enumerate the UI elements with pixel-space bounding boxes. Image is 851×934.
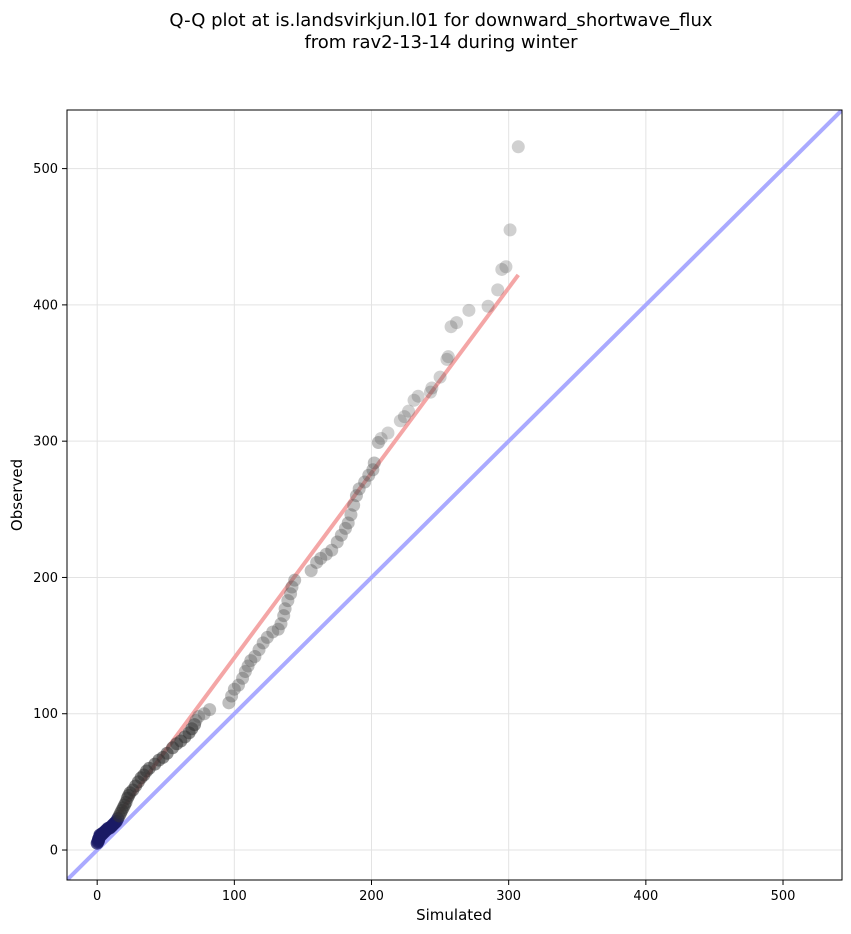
data-point: [450, 316, 464, 330]
data-point: [281, 594, 295, 608]
data-point: [407, 393, 421, 407]
data-point: [503, 223, 517, 237]
y-tick-label: 400: [33, 298, 58, 313]
reference-lines: [67, 110, 842, 880]
y-tick-label: 300: [33, 435, 58, 450]
data-point: [330, 535, 344, 549]
x-tick-label: 100: [222, 889, 247, 904]
data-point: [225, 689, 239, 703]
data-point: [341, 516, 355, 530]
data-point: [362, 468, 376, 482]
data-point: [481, 299, 495, 313]
grid-lines: [67, 110, 842, 880]
y-tick-label: 100: [33, 707, 58, 722]
data-point: [462, 303, 476, 317]
data-point: [402, 404, 416, 418]
data-point: [285, 580, 299, 594]
data-point: [358, 475, 372, 489]
y-axis-label: Observed: [8, 459, 26, 531]
x-tick-label: 500: [771, 889, 796, 904]
data-point: [433, 370, 447, 384]
x-tick-label: 400: [633, 889, 658, 904]
data-point: [277, 609, 291, 623]
data-point: [325, 543, 339, 557]
data-point: [288, 573, 302, 587]
data-point: [310, 555, 324, 569]
data-point: [197, 707, 211, 721]
data-point: [393, 414, 407, 428]
data-point: [423, 385, 437, 399]
data-point: [367, 456, 381, 470]
data-point: [278, 602, 292, 616]
data-point: [203, 703, 217, 717]
data-point: [334, 528, 348, 542]
chart-title-line-1: Q-Q plot at is.landsvirkjun.l01 for down…: [169, 10, 713, 31]
scatter-points: [90, 140, 525, 850]
data-point: [227, 682, 241, 696]
data-point: [284, 587, 298, 601]
data-point: [495, 262, 509, 276]
data-point: [238, 664, 252, 678]
data-point: [304, 564, 318, 578]
data-point: [441, 350, 455, 364]
data-point: [271, 622, 285, 636]
data-point: [511, 140, 525, 154]
axis-ticks: 0 100 200 300 400 500 0 100 200 300 400 500: [33, 162, 795, 904]
data-point: [338, 521, 352, 535]
data-point: [352, 482, 366, 496]
data-point: [252, 643, 266, 657]
y-tick-label: 0: [50, 844, 58, 859]
data-point: [192, 709, 206, 723]
data-point: [244, 654, 258, 668]
data-point: [374, 431, 388, 445]
data-point: [241, 659, 255, 673]
chart-title-line-2: from rav2-13-14 during winter: [304, 32, 578, 53]
data-point: [248, 649, 262, 663]
data-point: [440, 352, 454, 366]
data-point: [444, 320, 458, 334]
x-tick-label: 200: [359, 889, 384, 904]
x-tick-label: 300: [496, 889, 521, 904]
data-point: [411, 389, 425, 403]
data-point: [347, 498, 361, 512]
data-point: [188, 718, 202, 732]
data-point: [499, 260, 513, 274]
data-point: [344, 508, 358, 522]
one-to-one-line: [67, 110, 842, 880]
data-point: [236, 671, 250, 685]
y-tick-label: 200: [33, 571, 58, 586]
data-point: [256, 636, 270, 650]
data-point: [491, 283, 505, 297]
y-tick-label: 500: [33, 162, 58, 177]
x-axis-label: Simulated: [416, 906, 492, 924]
data-point: [366, 463, 380, 477]
data-point: [266, 625, 280, 639]
data-point: [274, 617, 288, 631]
data-point: [222, 696, 236, 710]
data-point: [371, 436, 385, 450]
data-point: [260, 630, 274, 644]
data-point: [314, 551, 328, 565]
plot-frame: [66, 109, 843, 881]
data-point: [189, 714, 203, 728]
x-tick-label: 0: [93, 889, 101, 904]
data-point: [349, 489, 363, 503]
data-point: [397, 410, 411, 424]
data-point: [425, 381, 439, 395]
data-point: [231, 678, 245, 692]
data-point: [319, 547, 333, 561]
data-point: [381, 426, 395, 440]
